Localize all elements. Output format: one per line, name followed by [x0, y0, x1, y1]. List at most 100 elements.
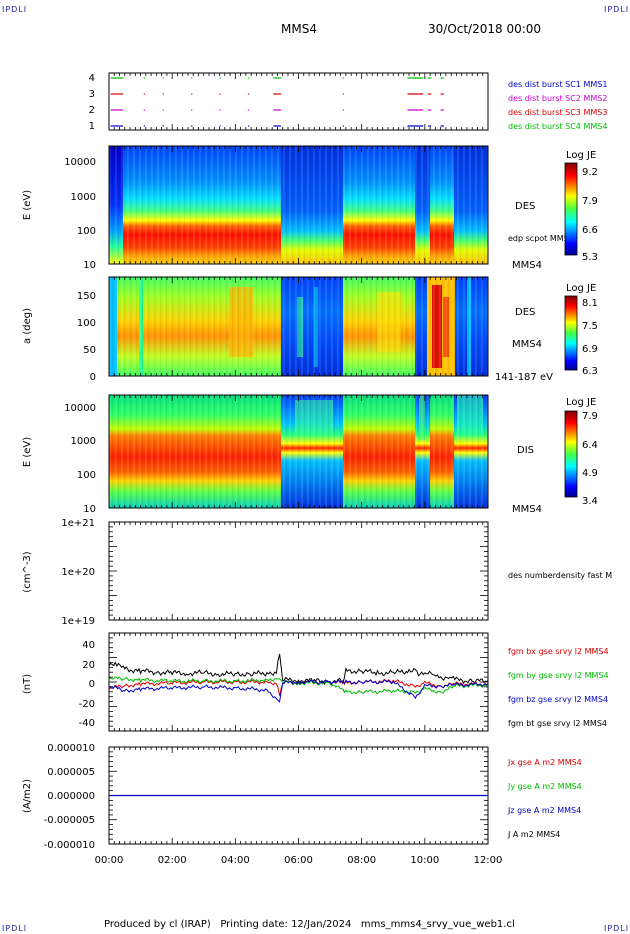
current-ytick-p5: 0.000005 — [47, 767, 95, 778]
series-line-bz — [108, 679, 489, 703]
current-ytick-0: 0.000000 — [47, 791, 95, 802]
des-energy-label-scpot: edp scpot MMS4 — [508, 234, 574, 243]
des-energy-cbar-tick-1: 7.9 — [582, 196, 598, 207]
dis-energy-colorbar-title: Log JE — [566, 397, 596, 408]
des-energy-spectrogram — [109, 146, 488, 264]
des-energy-label-des: DES — [515, 201, 535, 212]
des-pitch-label-des: DES — [515, 307, 535, 318]
burst-panel: 4 3 2 1 des dist burst SC1 MMS1 des dist… — [89, 72, 607, 132]
dis-energy-ytick-100: 100 — [77, 470, 96, 481]
des-pitch-label-energy: 141-187 eV — [495, 372, 553, 383]
des-pitch-ytick-0: 0 — [90, 372, 96, 383]
x-tick-label: 06:00 — [284, 855, 313, 866]
current-legend-jx: Jx gse A m2 MMS4 — [507, 758, 582, 767]
des-pitch-ytick-150: 150 — [77, 291, 96, 302]
des-energy-panel: 10 100 1000 10000 E (eV) DES edp scpot M… — [22, 145, 598, 271]
burst-frame — [108, 72, 489, 131]
des-pitch-spectrogram — [109, 277, 488, 376]
fgm-ytick-40: 40 — [82, 640, 95, 651]
dis-energy-cbar-tick-2: 4.9 — [582, 468, 598, 479]
spacecraft-title: MMS4 — [281, 22, 317, 36]
des-pitch-cbar-tick-1: 7.5 — [582, 321, 598, 332]
density-frame — [108, 521, 489, 621]
des-pitch-panel: 0 50 100 150 a (deg) DES MMS4 141-187 eV… — [22, 276, 598, 383]
des-energy-ytick-10: 10 — [83, 260, 96, 271]
density-legend: des numberdensity fast M — [508, 571, 612, 580]
density-ylabel: (cm^-3) — [22, 551, 33, 592]
des-pitch-cbar-tick-0: 8.1 — [582, 298, 598, 309]
des-energy-ytick-1000: 1000 — [71, 192, 96, 203]
fgm-ytick-0: 0 — [89, 679, 95, 690]
dis-energy-ytick-10000: 10000 — [64, 403, 96, 414]
density-panel: 1e+21 1e+20 1e+19 (cm^-3) des numberdens… — [22, 518, 612, 627]
des-energy-label-mms4: MMS4 — [512, 260, 542, 271]
fgm-legend-bt: fgm bt gse srvy l2 MMS4 — [508, 719, 607, 728]
des-energy-cbar-tick-3: 5.3 — [582, 252, 598, 263]
footer-credit: Produced by cl (IRAP) Printing date: 12/… — [104, 919, 515, 930]
des-pitch-label-mms4: MMS4 — [512, 339, 542, 350]
corner-mark-bottom-right: IPDLI — [604, 924, 630, 933]
dis-energy-cbar-tick-0: 7.9 — [582, 411, 598, 422]
x-tick-label: 04:00 — [221, 855, 250, 866]
series-line-bt — [108, 653, 489, 685]
time-axis: 00:00 02:00 04:00 06:00 08:00 10:00 12:00 — [95, 73, 503, 866]
x-tick-label: 00:00 — [95, 855, 124, 866]
burst-legend-mms2: des dist burst SC2 MMS2 — [508, 94, 607, 103]
fgm-ytick-m20: -20 — [79, 699, 95, 710]
current-panel: 0.000010 0.000005 0.000000 -0.000005 -0.… — [22, 743, 582, 851]
x-tick-label: 10:00 — [410, 855, 439, 866]
dis-energy-colorbar — [564, 410, 578, 498]
x-tick-label: 08:00 — [347, 855, 376, 866]
des-pitch-cbar-tick-3: 6.3 — [582, 366, 598, 377]
current-ytick-p10: 0.000010 — [47, 743, 95, 754]
burst-ytick-3: 3 — [89, 89, 95, 100]
corner-mark-bottom-left: IPDLI — [2, 924, 28, 933]
current-legend-jy: Jy gse A m2 MMS4 — [507, 782, 582, 791]
current-legend-jz: Jz gse A m2 MMS4 — [507, 806, 581, 815]
burst-legend-mms3: des dist burst SC3 MMS3 — [508, 108, 607, 117]
des-pitch-cbar-tick-2: 6.9 — [582, 344, 598, 355]
date-title: 30/Oct/2018 00:00 — [428, 22, 542, 36]
des-pitch-ytick-50: 50 — [83, 345, 96, 356]
des-pitch-colorbar — [564, 295, 578, 371]
burst-ytick-2: 2 — [89, 105, 95, 116]
density-ytick-1e21: 1e+21 — [61, 518, 95, 529]
current-legend-j: J A m2 MMS4 — [507, 830, 560, 839]
series-line-by — [108, 676, 489, 695]
fgm-ylabel: (nT) — [22, 674, 33, 694]
fgm-ytick-20: 20 — [82, 660, 95, 671]
des-pitch-ytick-100: 100 — [77, 318, 96, 329]
dis-energy-ytick-10: 10 — [83, 504, 96, 515]
current-ytick-m10: -0.000010 — [44, 840, 95, 851]
dis-energy-cbar-tick-1: 6.4 — [582, 440, 598, 451]
des-energy-ytick-10000: 10000 — [64, 157, 96, 168]
corner-mark-top-left: IPDLI — [2, 5, 28, 14]
fgm-ytick-m40: -40 — [79, 718, 95, 729]
current-ytick-m5: -0.000005 — [44, 815, 95, 826]
density-ytick-1e19: 1e+19 — [61, 616, 95, 627]
x-tick-label: 12:00 — [474, 855, 503, 866]
fgm-legend-bx: fgm bx gse srvy l2 MMS4 — [508, 647, 609, 656]
dis-energy-panel: 10 100 1000 10000 E (eV) DIS MMS4 Log JE… — [22, 394, 598, 515]
fgm-panel: 40 20 0 -20 -40 (nT) fgm bx gse srvy l2 … — [22, 632, 609, 732]
burst-ytick-1: 1 — [89, 121, 95, 132]
dis-energy-label-dis: DIS — [517, 445, 534, 456]
density-ytick-1e20: 1e+20 — [61, 567, 95, 578]
des-energy-ytick-100: 100 — [77, 226, 96, 237]
dis-energy-ytick-1000: 1000 — [71, 436, 96, 447]
des-energy-colorbar — [564, 162, 578, 256]
des-energy-cbar-tick-2: 6.6 — [582, 225, 598, 236]
fgm-legend-bz: fgm bz gse srvy l2 MMS4 — [508, 695, 608, 704]
dis-energy-cbar-tick-3: 3.4 — [582, 496, 598, 507]
des-energy-cbar-tick-0: 9.2 — [582, 167, 598, 178]
fgm-legend-by: fgm by gse srvy l2 MMS4 — [508, 671, 609, 680]
corner-mark-top-right: IPDLI — [604, 5, 630, 14]
des-pitch-colorbar-title: Log JE — [566, 283, 596, 294]
des-pitch-ylabel: a (deg) — [22, 308, 33, 344]
des-energy-ylabel: E (eV) — [22, 190, 33, 220]
dis-energy-spectrogram — [109, 395, 488, 508]
current-ylabel: (A/m2) — [22, 779, 33, 813]
x-tick-label: 02:00 — [158, 855, 187, 866]
des-energy-colorbar-title: Log JE — [566, 150, 596, 161]
